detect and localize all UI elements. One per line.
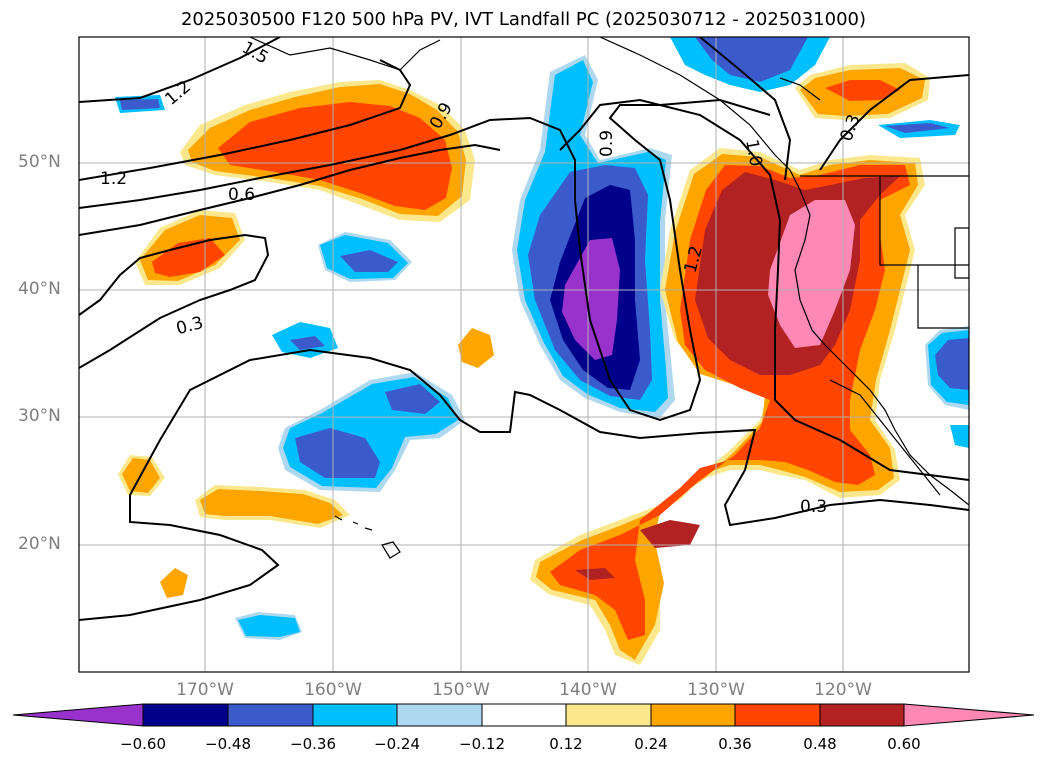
- colorbar-tick-label: −0.24: [374, 735, 420, 753]
- hawaii-islands: [334, 515, 401, 559]
- lat-label: 50°N: [18, 152, 61, 172]
- colorbar-segment: [396, 703, 483, 727]
- lat-label: 20°N: [18, 534, 61, 554]
- colorbar-tick-label: −0.12: [459, 735, 505, 753]
- contour-label: 0.3: [174, 313, 205, 339]
- colorbar-segment: [819, 703, 905, 727]
- contour-label: 0.3: [800, 497, 827, 517]
- colorbar-tick-label: 0.60: [887, 735, 921, 753]
- colorbar: [12, 703, 1035, 727]
- graticule: [79, 37, 969, 672]
- colorbar-tick-label: 0.24: [634, 735, 668, 753]
- colorbar-segment: [565, 703, 652, 727]
- contour-label: 0.6: [228, 185, 255, 205]
- colorbar-tick-label: 0.36: [718, 735, 752, 753]
- lat-label: 40°N: [18, 279, 61, 299]
- lon-label: 170°W: [176, 680, 234, 700]
- lat-label: 30°N: [18, 406, 61, 426]
- colorbar-segment: [142, 703, 229, 727]
- colorbar-tick-label: 0.48: [803, 735, 837, 753]
- colorbar-segment: [734, 703, 821, 727]
- colorbar-tick-label: −0.36: [290, 735, 336, 753]
- contour-label: 1.2: [161, 77, 195, 110]
- map-frame: [78, 36, 970, 673]
- colorbar-tick-label: −0.60: [120, 735, 166, 753]
- lon-label: 120°W: [814, 680, 872, 700]
- lon-label: 130°W: [687, 680, 745, 700]
- filled-contours: [115, 37, 969, 665]
- colorbar-tick-label: 0.12: [549, 735, 583, 753]
- colorbar-extend-high: [903, 703, 1035, 727]
- lon-label: 160°W: [304, 680, 362, 700]
- lon-label: 150°W: [432, 680, 490, 700]
- colorbar-extend-low: [12, 703, 144, 727]
- colorbar-segment: [227, 703, 314, 727]
- colorbar-segment: [650, 703, 736, 727]
- pv-contours: [79, 37, 969, 621]
- colorbar-segment: [312, 703, 398, 727]
- contour-label: 0.9: [597, 130, 617, 157]
- colorbar-tick-label: −0.48: [205, 735, 251, 753]
- colorbar-segment: [481, 703, 567, 727]
- map-title: 2025030500 F120 500 hPa PV, IVT Landfall…: [180, 9, 867, 30]
- contour-label: 1.0: [741, 138, 765, 168]
- coastlines: [249, 37, 969, 506]
- lon-label: 140°W: [559, 680, 617, 700]
- contour-label: 1.2: [100, 169, 127, 189]
- contour-label: 1.5: [238, 38, 271, 69]
